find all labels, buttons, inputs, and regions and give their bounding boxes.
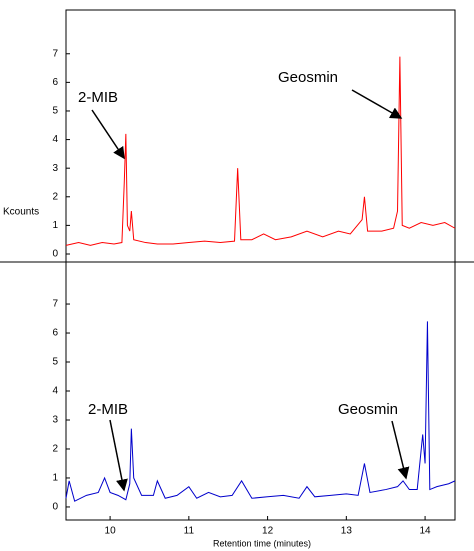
annotation-arrow: [351, 89, 403, 119]
y-tick-label: 3: [52, 163, 58, 174]
y-tick-label: 4: [52, 134, 58, 145]
y-tick-label: 4: [52, 386, 58, 397]
y-tick-label: 1: [52, 473, 58, 484]
y-axis-label: Kcounts: [3, 207, 39, 218]
frame: [65, 9, 456, 521]
annotation: 2-MIB: [88, 401, 128, 418]
annotation-arrow: [391, 420, 410, 480]
x-tick-label: 10: [105, 526, 117, 537]
annotation: 2-MIB: [78, 89, 118, 106]
y-tick-label: 5: [52, 106, 58, 117]
y-tick-label: 2: [52, 191, 58, 202]
y-tick-label: 0: [52, 249, 58, 260]
annotation-arrow: [91, 109, 125, 160]
y-tick-label: 1: [52, 220, 58, 231]
y-tick-label: 7: [52, 299, 58, 310]
x-tick-label: 13: [341, 526, 353, 537]
x-tick-label: 14: [420, 526, 432, 537]
chromatogram-line: [65, 321, 456, 502]
y-tick-label: 3: [52, 415, 58, 426]
y-tick-label: 7: [52, 48, 58, 59]
y-tick-label: 2: [52, 444, 58, 455]
y-tick-label: 5: [52, 357, 58, 368]
annotation: Geosmin: [338, 401, 398, 418]
y-tick-label: 0: [52, 502, 58, 513]
chromatogram-line: [65, 56, 456, 246]
x-tick-label: 11: [184, 526, 195, 537]
x-tick-label: 12: [262, 526, 274, 537]
x-axis-label: Retention time (minutes): [213, 538, 311, 548]
annotation-arrow: [109, 419, 128, 492]
y-tick-label: 6: [52, 328, 58, 339]
annotation: Geosmin: [278, 69, 338, 86]
y-tick-label: 6: [52, 77, 58, 88]
